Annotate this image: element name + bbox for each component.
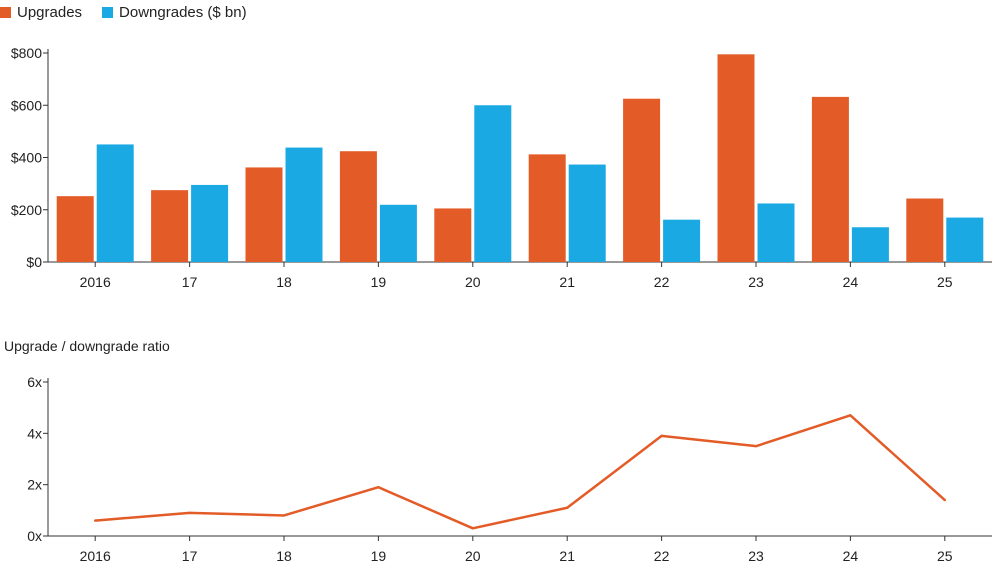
bar-downgrades-18 bbox=[285, 147, 323, 262]
bar-downgrades-17 bbox=[191, 184, 229, 262]
ratio-point-2016 bbox=[94, 519, 97, 522]
bar-y-tick-label: $0 bbox=[26, 254, 42, 270]
bar-downgrades-23 bbox=[757, 203, 795, 262]
ratio-point-21 bbox=[566, 506, 569, 509]
legend-item-upgrades: Upgrades bbox=[0, 4, 82, 21]
bar-upgrades-18 bbox=[245, 167, 283, 262]
legend-swatch-downgrades bbox=[102, 7, 114, 18]
bar-upgrades-25 bbox=[906, 198, 944, 262]
bar-chart: $0 $200 $400 $600 $800 2016 17 18 19 20 21 22 23 24 25 bbox=[11, 45, 992, 290]
line-x-tick-label: 20 bbox=[465, 548, 481, 564]
bar-x-tick-label: 22 bbox=[654, 274, 670, 290]
line-x-tick-label: 19 bbox=[371, 548, 387, 564]
bar-x-tick-label: 25 bbox=[937, 274, 953, 290]
bar-x-tick-label: 21 bbox=[559, 274, 575, 290]
bar-upgrades-2016 bbox=[56, 196, 94, 262]
bar-upgrades-23 bbox=[717, 54, 755, 263]
ratio-point-19 bbox=[377, 486, 380, 489]
legend-swatch-upgrades bbox=[0, 7, 11, 18]
ratio-point-20 bbox=[471, 527, 474, 530]
line-x-tick-label: 23 bbox=[748, 548, 764, 564]
bar-y-tick-label: $600 bbox=[11, 97, 42, 113]
line-x-tick-label: 21 bbox=[559, 548, 575, 564]
line-y-tick-label: 2x bbox=[27, 477, 42, 493]
bar-downgrades-21 bbox=[568, 164, 606, 262]
bar-upgrades-24 bbox=[811, 96, 849, 262]
bar-downgrades-25 bbox=[946, 217, 984, 262]
bar-downgrades-22 bbox=[663, 219, 701, 262]
bar-upgrades-20 bbox=[434, 208, 472, 262]
bar-x-tick-label: 20 bbox=[465, 274, 481, 290]
bar-upgrades-22 bbox=[623, 98, 661, 262]
ratio-series-line bbox=[95, 414, 946, 530]
ratio-point-24 bbox=[849, 414, 852, 417]
ratio-point-23 bbox=[754, 444, 758, 448]
line-x-tick-label: 2016 bbox=[80, 548, 111, 564]
line-y-tick-label: 0x bbox=[27, 528, 42, 544]
bar-downgrades-20 bbox=[474, 105, 512, 262]
legend-item-downgrades: Downgrades ($ bn) bbox=[102, 4, 247, 21]
bar-y-tick-label: $200 bbox=[11, 202, 42, 218]
line-x-tick-label: 25 bbox=[937, 548, 953, 564]
line-y-tick-label: 6x bbox=[27, 374, 42, 390]
bar-x-tick-label: 19 bbox=[371, 274, 387, 290]
bar-downgrades-24 bbox=[851, 227, 889, 262]
bar-downgrades-19 bbox=[379, 204, 417, 262]
ratio-point-18 bbox=[282, 514, 286, 517]
line-x-tick-label: 18 bbox=[276, 548, 292, 564]
bar-upgrades-19 bbox=[339, 151, 377, 262]
ratio-point-17 bbox=[188, 511, 191, 515]
line-x-tick-label: 17 bbox=[182, 548, 198, 564]
bar-x-tick-label: 24 bbox=[843, 274, 859, 290]
line-x-tick-label: 24 bbox=[843, 548, 859, 564]
bar-y-tick-label: $800 bbox=[11, 45, 42, 61]
line-x-tick-label: 22 bbox=[654, 548, 670, 564]
legend-label-upgrades: Upgrades bbox=[17, 4, 83, 21]
ratio-line-chart: 0x 2x 4x 6x 2016 17 18 19 20 21 22 23 24 25 bbox=[27, 374, 992, 564]
bar-x-tick-label: 23 bbox=[748, 274, 764, 290]
legend: Upgrades Downgrades ($ bn) bbox=[0, 4, 267, 21]
ratio-point-25 bbox=[943, 498, 946, 502]
bar-downgrades-2016 bbox=[96, 144, 134, 262]
bar-y-tick-label: $400 bbox=[11, 150, 42, 166]
bar-x-tick-label: 18 bbox=[276, 274, 292, 290]
bar-upgrades-21 bbox=[528, 154, 566, 262]
bar-x-tick-label: 17 bbox=[182, 274, 198, 290]
ratio-point-22 bbox=[660, 434, 663, 438]
line-y-tick-label: 4x bbox=[27, 425, 42, 441]
ratio-chart-title: Upgrade / downgrade ratio bbox=[4, 338, 170, 354]
bar-upgrades-17 bbox=[151, 190, 189, 262]
bar-x-tick-label: 2016 bbox=[80, 274, 111, 290]
legend-label-downgrades: Downgrades ($ bn) bbox=[119, 4, 247, 21]
